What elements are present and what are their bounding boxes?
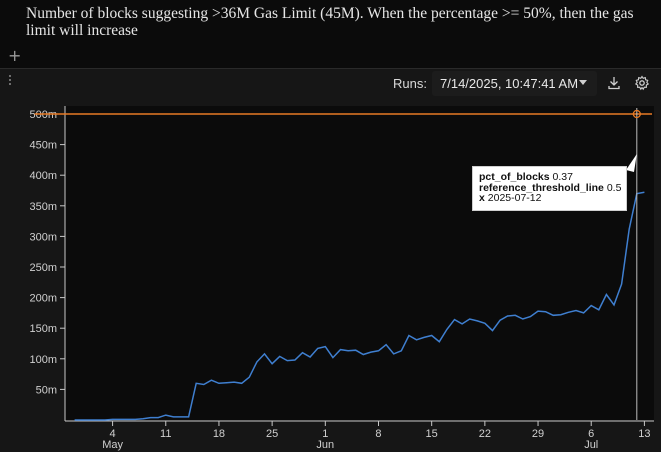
tooltip-row: x 2025-07-12: [479, 192, 542, 204]
hover-tooltip: pct_of_blocks 0.37 reference_threshold_l…: [472, 166, 627, 211]
y-tick-label: 450m: [29, 140, 57, 152]
plus-icon: +: [8, 46, 22, 65]
hover-marker: [632, 109, 641, 119]
tooltip-row: pct_of_blocks 0.37: [479, 171, 573, 183]
x-tick-label: 22: [479, 428, 491, 440]
x-tick-label: 6: [588, 428, 594, 440]
y-tick-label: 50m: [36, 384, 57, 396]
x-tick-label: 1: [322, 428, 328, 440]
chart-description: Number of blocks suggesting >36M Gas Lim…: [26, 5, 634, 39]
runs-dropdown-value: 7/14/2025, 10:47:41 AM: [440, 76, 579, 91]
runs-label: Runs:: [393, 76, 427, 91]
x-tick-label: 29: [532, 428, 544, 440]
x-tick-label: 18: [213, 428, 225, 440]
x-tick-label: 4: [110, 428, 116, 440]
y-tick-label: 500m: [29, 109, 57, 121]
x-tick-month-label: Jul: [584, 439, 598, 451]
gear-icon[interactable]: [633, 74, 651, 92]
x-tick-month-label: May: [102, 439, 123, 451]
x-tick-label: 8: [375, 428, 381, 440]
x-tick-label: 13: [638, 428, 650, 440]
tooltip-pointer: [626, 154, 637, 172]
y-tick-label: 350m: [29, 201, 57, 213]
y-tick-label: 100m: [29, 354, 57, 366]
chevron-down-icon: [579, 80, 587, 85]
tooltip-row: reference_threshold_line 0.5: [479, 181, 622, 194]
y-tick-label: 250m: [29, 262, 57, 274]
y-tick-label: 400m: [29, 170, 57, 182]
x-tick-month-label: Jun: [316, 439, 334, 451]
y-tick-label: 300m: [29, 231, 57, 243]
series-line-pct-of-blocks: [74, 191, 645, 421]
download-icon[interactable]: [605, 74, 623, 92]
x-tick-label: 15: [426, 428, 438, 440]
x-tick-label: 25: [266, 428, 278, 440]
plot-area: [65, 106, 654, 420]
add-panel-button[interactable]: +: [8, 48, 21, 64]
runs-dropdown[interactable]: 7/14/2025, 10:47:41 AM: [432, 71, 597, 96]
x-tick-label: 11: [160, 428, 171, 440]
y-tick-label: 200m: [29, 293, 57, 305]
drag-handle-icon[interactable]: [9, 75, 12, 87]
y-tick-label: 150m: [29, 323, 57, 335]
